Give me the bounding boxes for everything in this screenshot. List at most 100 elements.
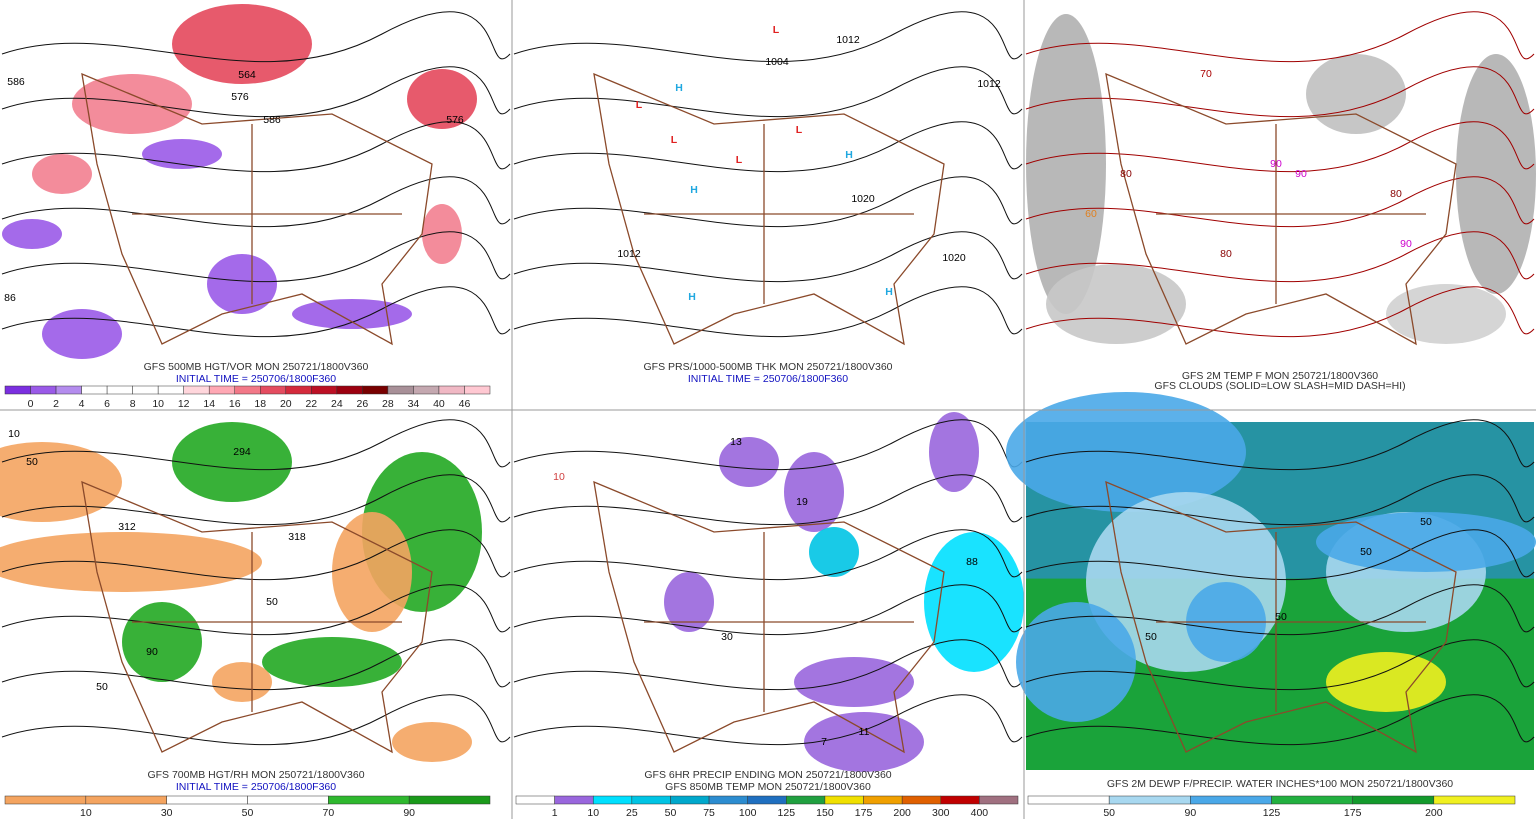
map-shading	[207, 254, 277, 314]
colorbar-swatch	[166, 795, 248, 805]
colorbar-label: 40	[433, 398, 445, 410]
colorbar-swatch	[311, 385, 338, 395]
map-shading	[72, 74, 192, 134]
map-shading	[924, 532, 1024, 672]
map-caption: INITIAL TIME = 250706/1800F360	[688, 373, 848, 385]
colorbar-swatch	[670, 795, 710, 805]
map-label: L	[796, 124, 803, 136]
map-shading	[794, 657, 914, 707]
colorbar-swatch	[157, 385, 184, 395]
map-shading	[664, 572, 714, 632]
map-panel: 80 80 80 90 90 70 60 90 GFS 2M TEMP F MON 250721…	[1025, 11, 1536, 392]
map-shading	[332, 512, 412, 632]
colorbar-swatch	[106, 385, 133, 395]
colorbar-swatch	[30, 385, 57, 395]
map-shading	[1046, 264, 1186, 344]
map-panel: 10 13 19 88 7 11 30 GFS 6HR PRECIP ENDING MON 2…	[513, 412, 1024, 819]
colorbar-swatch	[1190, 795, 1272, 805]
map-shading	[1456, 54, 1536, 294]
contour-line	[1, 66, 511, 118]
contour-line	[1, 231, 511, 283]
map-shading	[212, 662, 272, 702]
map-label: 1020	[942, 252, 966, 264]
map-panel: 1004 1012 1012 1020 1020 1012 L L L L L H H H H H GFS PR…	[513, 11, 1023, 385]
contour-line	[513, 66, 1023, 118]
map-label: 1012	[836, 34, 860, 46]
colorbar-swatch	[387, 385, 414, 395]
colorbar-swatch	[1271, 795, 1353, 805]
colorbar-label: 175	[1344, 807, 1362, 819]
map-label: 294	[233, 446, 251, 458]
colorbar-swatch	[747, 795, 787, 805]
map-label: H	[845, 149, 853, 161]
coastline	[593, 480, 945, 754]
map-shading	[262, 637, 402, 687]
colorbar-swatch	[554, 795, 594, 805]
contour-line	[1025, 694, 1535, 746]
map-panel: 50 50 50 50 GFS 2M DEWP F/PRECIP. WATER INCH…	[1006, 392, 1536, 819]
map-label: 1020	[851, 193, 875, 205]
colorbar-swatch	[328, 795, 410, 805]
colorbar-swatch	[247, 795, 329, 805]
colorbar-swatch	[1352, 795, 1435, 805]
colorbar-label: 70	[322, 807, 334, 819]
colorbar-swatch	[515, 795, 555, 805]
colorbar-swatch	[260, 385, 287, 395]
contour-line	[1, 694, 511, 746]
map-shading	[1326, 652, 1446, 712]
colorbar-swatch	[464, 385, 491, 395]
contour-line	[1025, 121, 1535, 173]
colorbar-label: 26	[357, 398, 369, 410]
colorbar-swatch	[631, 795, 671, 805]
map-label: 90	[1270, 158, 1282, 170]
map-label: 318	[288, 531, 306, 543]
colorbar-label: 18	[254, 398, 266, 410]
contour-line	[1, 639, 511, 691]
map-label: 80	[1220, 248, 1232, 260]
map-shading	[2, 219, 62, 249]
contour-line	[1025, 419, 1535, 471]
map-label: L	[773, 24, 780, 36]
map-label: 7	[821, 736, 827, 748]
contour-line	[1025, 231, 1535, 283]
map-label: L	[671, 134, 678, 146]
map-label: 50	[266, 596, 278, 608]
colorbar-label: 125	[1263, 807, 1281, 819]
map-shading	[422, 204, 462, 264]
contour-line	[513, 286, 1023, 338]
map-label: 312	[118, 521, 136, 533]
colorbar-label: 200	[1425, 807, 1443, 819]
map-label: 11	[859, 726, 870, 738]
map-shading	[809, 527, 859, 577]
colorbar-label: 100	[739, 807, 757, 819]
contour-line	[1, 11, 511, 63]
map-panel: 294 312 318 50 50 50 90 10 GFS 700MB HGT/RH MON …	[0, 419, 511, 819]
contour-line	[1025, 529, 1535, 581]
map-label: 90	[146, 646, 158, 658]
colorbar-label: 8	[130, 398, 136, 410]
colorbar-label: 24	[331, 398, 343, 410]
map-label: 50	[26, 456, 38, 468]
colorbar-label: 28	[382, 398, 394, 410]
colorbar-swatch	[285, 385, 312, 395]
map-label: 90	[1400, 238, 1412, 250]
colorbar-label: 22	[305, 398, 317, 410]
colorbar-label: 25	[626, 807, 638, 819]
map-label: 586	[263, 114, 281, 126]
coastline	[1105, 480, 1457, 754]
map-caption: GFS 500MB HGT/VOR MON 250721/1800V360	[144, 361, 369, 373]
colorbar-swatch	[786, 795, 826, 805]
coastline	[593, 72, 945, 346]
colorbar-swatch	[1433, 795, 1516, 805]
map-caption: GFS 2M TEMP F MON 250721/1800V360	[1182, 370, 1378, 382]
map-label: L	[636, 99, 643, 111]
contour-line	[1, 419, 511, 471]
colorbar-swatch	[208, 385, 235, 395]
colorbar-swatch	[708, 795, 748, 805]
contour-line	[1, 121, 511, 173]
map-label: 13	[730, 436, 742, 448]
contour-line	[1, 529, 511, 581]
colorbar-label: 20	[280, 398, 292, 410]
map-shading	[292, 299, 412, 329]
contour-line	[1, 286, 511, 338]
